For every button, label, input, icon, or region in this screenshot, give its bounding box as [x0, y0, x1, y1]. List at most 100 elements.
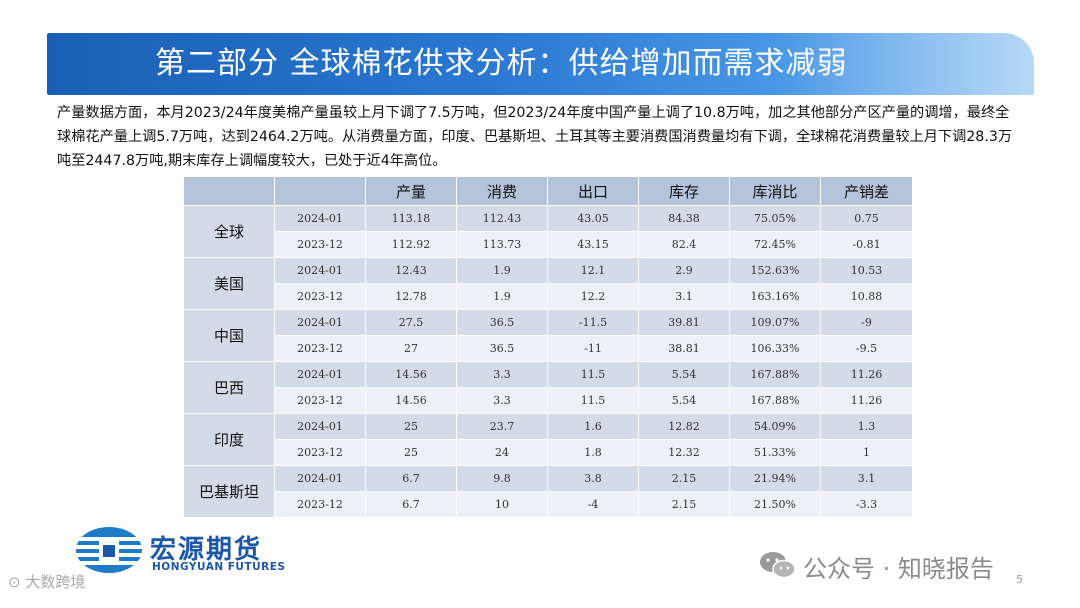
watermark-left: ⊙ 大数跨境 [8, 571, 85, 592]
value-cell: 6.7 [365, 491, 457, 518]
logo-name-cn: 宏源期货 [150, 535, 263, 565]
slide-title: 第二部分 全球棉花供求分析：供给增加而需求减弱 [155, 46, 848, 81]
table-header-row: 产量 消费 出口 库存 库消比 产销差 [183, 176, 913, 206]
value-cell: 11.5 [547, 361, 639, 388]
value-cell: 3.3 [456, 387, 548, 414]
date-cell: 2024-01 [274, 205, 366, 232]
header-cell [183, 176, 275, 206]
value-cell: 1.9 [456, 257, 548, 284]
table-row: 巴西 2024-01 14.56 3.3 11.5 5.54 167.88% 11.26 [183, 361, 913, 414]
value-cell: 21.50% [729, 491, 821, 518]
table-row: 2023-12 27 36.5 -11 38.81 106.33% -9.5 [184, 335, 913, 362]
date-cell: 2024-01 [274, 413, 366, 440]
value-cell: 3.1 [638, 283, 730, 310]
country-cell: 印度 [183, 413, 275, 466]
table-row: 中国 2024-01 27.5 36.5 -11.5 39.81 109.07% -9 [183, 309, 913, 362]
country-cell: 全球 [183, 205, 275, 258]
value-cell: 1.6 [547, 413, 639, 440]
wechat-icon [760, 552, 796, 579]
value-cell: 36.5 [456, 335, 548, 362]
value-cell: 9.8 [456, 465, 548, 492]
date-cell: 2023-12 [274, 335, 366, 362]
value-cell: 36.5 [456, 309, 548, 336]
value-cell: -11 [547, 335, 639, 362]
value-cell: 3.1 [820, 465, 913, 492]
value-cell: 84.38 [638, 205, 730, 232]
value-cell: 12.78 [365, 283, 457, 310]
value-cell: 54.09% [729, 413, 821, 440]
value-cell: 25 [365, 413, 457, 440]
value-cell: -9.5 [820, 335, 913, 362]
value-cell: 14.56 [365, 387, 457, 414]
header-production: 产量 [365, 176, 457, 206]
value-cell: 27 [365, 335, 457, 362]
value-cell: 109.07% [729, 309, 821, 336]
page-number: 5 [1016, 573, 1023, 586]
value-cell: 10.53 [820, 257, 913, 284]
header-export: 出口 [547, 176, 639, 206]
value-cell: 1.9 [456, 283, 548, 310]
value-cell: 113.73 [456, 231, 548, 258]
date-cell: 2023-12 [274, 491, 366, 518]
header-consumption: 消费 [456, 176, 548, 206]
value-cell: 1.3 [820, 413, 913, 440]
company-logo: 宏源期货 HONGYUAN FUTURES [74, 525, 314, 575]
value-cell: 152.63% [729, 257, 821, 284]
value-cell: 1.8 [547, 439, 639, 466]
table-row: 印度 2024-01 25 23.7 1.6 12.82 54.09% 1.3 [183, 413, 913, 466]
value-cell: 12.1 [547, 257, 639, 284]
value-cell: 24 [456, 439, 548, 466]
value-cell: 21.94% [729, 465, 821, 492]
value-cell: 10 [456, 491, 548, 518]
value-cell: 11.5 [547, 387, 639, 414]
value-cell: 113.18 [365, 205, 457, 232]
value-cell: 75.05% [729, 205, 821, 232]
value-cell: 12.32 [638, 439, 730, 466]
intro-paragraph: 产量数据方面，本月2023/24年度美棉产量虽较上月下调了7.5万吨，但2023… [57, 105, 1013, 169]
value-cell: 43.05 [547, 205, 639, 232]
date-cell: 2024-01 [274, 309, 366, 336]
value-cell: 167.88% [729, 361, 821, 388]
cotton-supply-demand-table: 产量 消费 出口 库存 库消比 产销差 全球 2024-01 113.18 112.4… [183, 176, 913, 518]
value-cell: 106.33% [729, 335, 821, 362]
country-cell: 美国 [183, 257, 275, 310]
date-cell: 2023-12 [274, 283, 366, 310]
value-cell: 39.81 [638, 309, 730, 336]
value-cell: 82.4 [638, 231, 730, 258]
table-row: 2023-12 14.56 3.3 11.5 5.54 167.88% 11.26 [184, 387, 913, 414]
value-cell: -0.81 [820, 231, 913, 258]
country-cell: 巴西 [183, 361, 275, 414]
value-cell: 12.2 [547, 283, 639, 310]
value-cell: -9 [820, 309, 913, 336]
watermark-right-text: 公众号 · 知晓报告 [803, 555, 994, 583]
value-cell: 2.15 [638, 465, 730, 492]
value-cell: 163.16% [729, 283, 821, 310]
watermark-left-icon: ⊙ [8, 573, 21, 591]
header-stock: 库存 [638, 176, 730, 206]
value-cell: 43.15 [547, 231, 639, 258]
date-cell: 2023-12 [274, 231, 366, 258]
header-stock-to-use: 库消比 [729, 176, 821, 206]
header-balance: 产销差 [820, 176, 913, 206]
value-cell: 5.54 [638, 387, 730, 414]
date-cell: 2024-01 [274, 465, 366, 492]
value-cell: 14.56 [365, 361, 457, 388]
table-row: 巴基斯坦 2024-01 6.7 9.8 3.8 2.15 21.94% 3.1 [183, 465, 913, 518]
table-row: 2023-12 112.92 113.73 43.15 82.4 72.45% -0.81 [184, 231, 913, 258]
country-cell: 中国 [183, 309, 275, 362]
value-cell: 23.7 [456, 413, 548, 440]
title-bar-swoosh [774, 33, 1034, 95]
value-cell: 1 [820, 439, 913, 466]
value-cell: 10.88 [820, 283, 913, 310]
table-row: 2023-12 25 24 1.8 12.32 51.33% 1 [184, 439, 913, 466]
value-cell: 2.15 [638, 491, 730, 518]
date-cell: 2024-01 [274, 257, 366, 284]
table-body: 全球 2024-01 113.18 112.43 43.05 84.38 75.05% 0.7… [183, 205, 913, 518]
table-row: 2023-12 6.7 10 -4 2.15 21.50% -3.3 [184, 491, 913, 518]
value-cell: 6.7 [365, 465, 457, 492]
table-row: 全球 2024-01 113.18 112.43 43.05 84.38 75.05% 0.7… [183, 205, 913, 258]
value-cell: 2.9 [638, 257, 730, 284]
value-cell: 0.75 [820, 205, 913, 232]
logo-name-en: HONGYUAN FUTURES [152, 561, 286, 573]
value-cell: 112.92 [365, 231, 457, 258]
